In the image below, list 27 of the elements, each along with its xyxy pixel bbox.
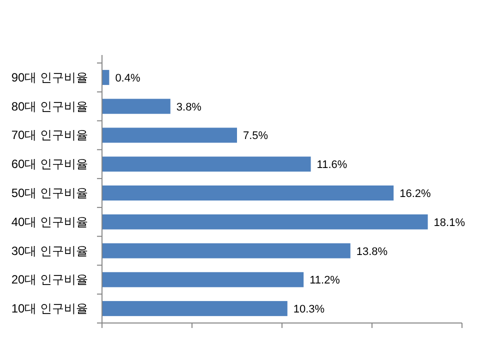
y-tick-label: 80대 인구비율: [11, 99, 88, 114]
data-label: 7.5%: [243, 130, 268, 142]
data-label: 16.2%: [400, 188, 432, 200]
y-tick-label: 10대 인구비율: [11, 302, 88, 316]
data-label: 3.8%: [176, 101, 202, 114]
y-tick-label: 90대 인구비율: [11, 70, 88, 84]
bar: [102, 301, 288, 316]
data-label: 13.8%: [356, 246, 388, 258]
data-label: 18.1%: [434, 216, 466, 229]
y-tick-label: 70대 인구비율: [11, 128, 88, 142]
data-label: 11.2%: [310, 274, 340, 287]
bar: [102, 185, 394, 201]
data-label: 11.6%: [316, 159, 348, 172]
y-tick-label: 60대 인구비율: [11, 157, 88, 172]
y-tick-label: 30대 인구비율: [11, 244, 88, 258]
bar: [102, 128, 237, 143]
bar: [102, 98, 170, 114]
data-label: 0.4%: [115, 72, 140, 84]
data-label: 10.3%: [293, 304, 325, 316]
bar: [102, 70, 110, 85]
y-tick-label: 20대 인구비율: [11, 272, 88, 287]
y-tick-label: 40대 인구비율: [11, 214, 88, 229]
bar: [102, 272, 304, 288]
bar: [102, 214, 428, 230]
y-tick-label: 50대 인구비율: [11, 186, 88, 200]
bar: [102, 243, 350, 258]
bar: [102, 156, 311, 172]
